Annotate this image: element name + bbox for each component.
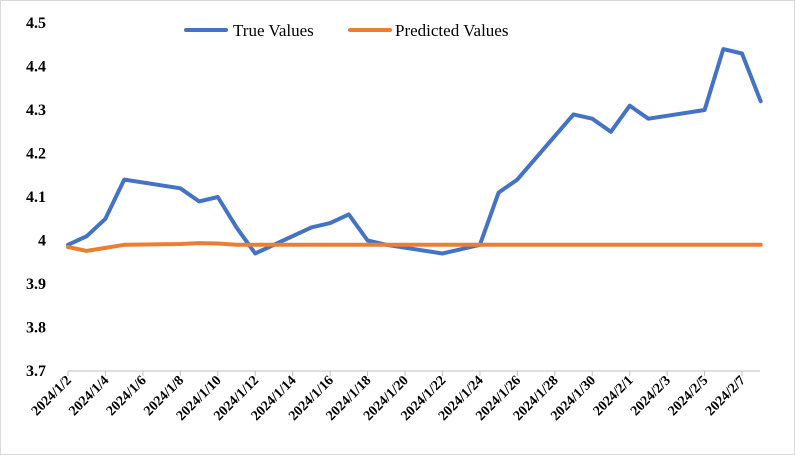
legend: True Values Predicted Values — [184, 21, 508, 40]
series-layer — [66, 47, 763, 256]
legend-label-predicted-values: Predicted Values — [395, 21, 508, 40]
x-tick-label: 2024/1/2 — [29, 373, 75, 419]
y-axis: 3.7 3.8 3.9 4 4.1 4.2 4.3 4.4 4.5 — [26, 15, 46, 380]
x-tick-label: 2024/2/3 — [628, 373, 674, 419]
x-tick-label: 2024/2/1 — [591, 373, 637, 419]
x-tick-label: 2024/2/5 — [666, 373, 712, 419]
y-tick-label: 3.9 — [26, 276, 46, 293]
series-line-predicted-values — [66, 241, 763, 253]
y-tick-label: 3.8 — [26, 320, 46, 337]
y-tick-label: 4.4 — [26, 59, 46, 76]
y-tick-label: 3.7 — [26, 363, 46, 380]
x-tick-label: 2024/1/6 — [104, 373, 150, 419]
x-tick-label: 2024/2/7 — [703, 373, 749, 419]
x-axis: 2024/1/22024/1/42024/1/62024/1/82024/1/1… — [29, 370, 760, 424]
y-tick-label: 4.2 — [26, 146, 46, 163]
y-tick-label: 4.3 — [26, 102, 46, 119]
y-tick-label: 4.5 — [26, 15, 46, 32]
x-tick-label: 2024/1/4 — [66, 373, 112, 419]
y-tick-label: 4.1 — [26, 189, 46, 206]
legend-label-true-values: True Values — [233, 21, 314, 40]
y-tick-label: 4 — [38, 233, 46, 250]
series-line-true-values — [66, 47, 763, 256]
